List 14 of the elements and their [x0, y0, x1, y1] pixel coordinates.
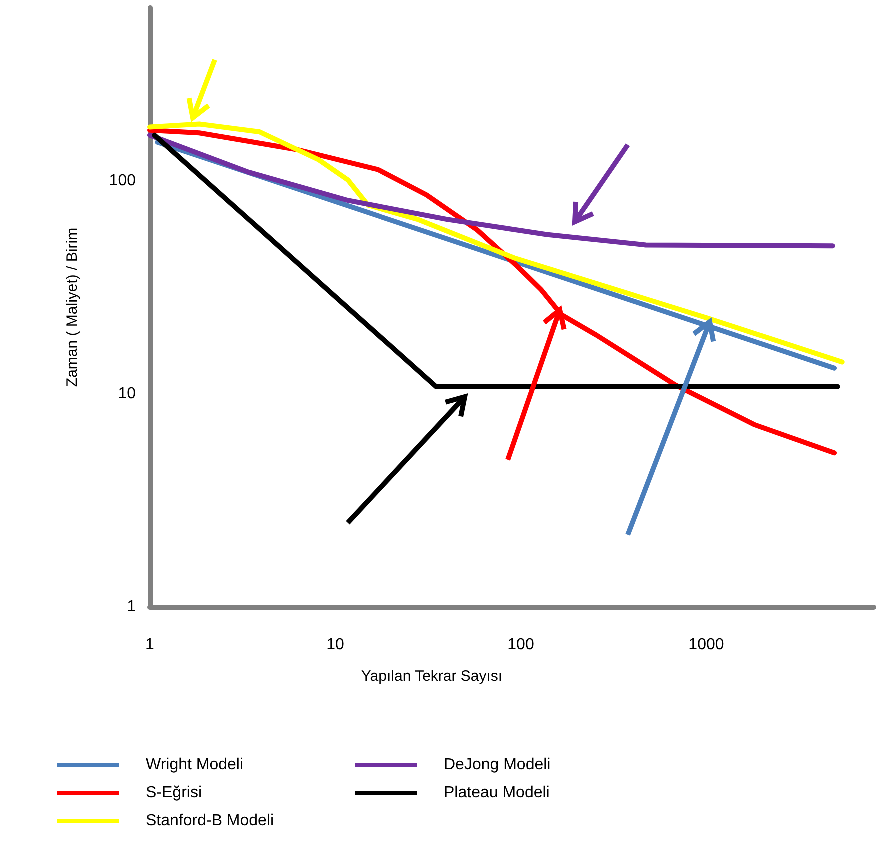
x-axis-title: Yapılan Tekrar Sayısı: [361, 668, 503, 685]
x-tick-label: 10: [326, 636, 344, 654]
y-tick-label: 100: [109, 172, 136, 190]
x-tick-label: 1: [146, 636, 155, 654]
legend-label: S-Eğrisi: [146, 784, 202, 802]
legend-label: Plateau Modeli: [444, 784, 550, 802]
y-tick-label: 1: [127, 598, 136, 616]
legend-label: Wright Modeli: [146, 756, 244, 774]
x-tick-label: 100: [508, 636, 534, 654]
x-tick-label: 1000: [688, 636, 724, 654]
y-tick-label: 10: [118, 386, 136, 403]
legend-label: Stanford-B Modeli: [146, 812, 274, 830]
y-axis-title: Zaman ( Maliyet) / Birim: [64, 228, 81, 388]
legend-label: DeJong Modeli: [444, 756, 551, 774]
